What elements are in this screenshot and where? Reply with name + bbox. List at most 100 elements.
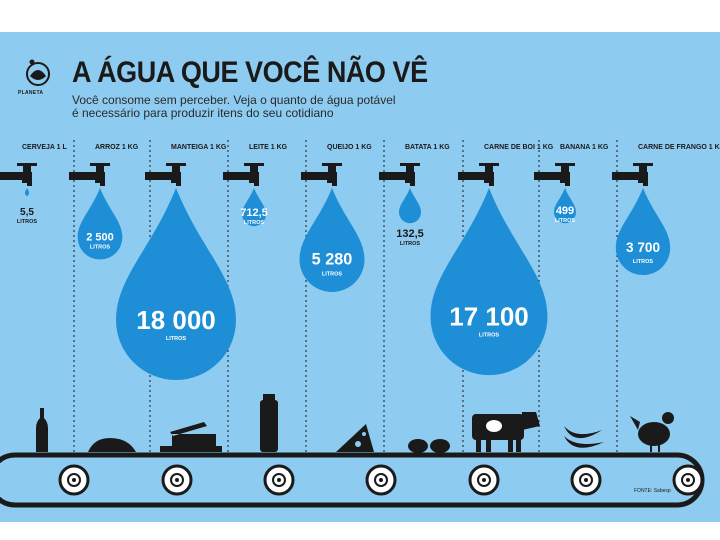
item-unit: LITROS bbox=[322, 271, 342, 277]
chicken-body bbox=[638, 422, 670, 446]
belt-wheel-axle bbox=[72, 478, 76, 482]
faucet-spout bbox=[95, 172, 105, 186]
chicken-icon bbox=[630, 412, 674, 452]
rice-icon bbox=[88, 438, 136, 452]
item-value: 5,5 bbox=[20, 207, 34, 218]
item-value: 18 000 bbox=[136, 305, 216, 335]
cow-head bbox=[522, 412, 540, 430]
cow-spot bbox=[486, 420, 502, 432]
water-drop bbox=[399, 188, 421, 224]
faucet-spout bbox=[638, 172, 648, 186]
faucet-body bbox=[301, 172, 331, 180]
faucet-handle bbox=[96, 164, 104, 172]
faucet-handle-bar bbox=[17, 163, 37, 166]
water-drop bbox=[242, 188, 266, 227]
page-title: A ÁGUA QUE VOCÊ NÃO VÊ bbox=[72, 56, 428, 89]
cow-leg bbox=[508, 438, 513, 452]
item-value: 712,5 bbox=[240, 207, 268, 219]
faucet-body bbox=[379, 172, 409, 180]
item-column-5: QUEIJO 1 KG 5 280 LITROS bbox=[299, 144, 372, 292]
faucet-body bbox=[0, 172, 26, 180]
milk-bottle-icon bbox=[260, 400, 278, 452]
item-unit: LITROS bbox=[479, 332, 499, 338]
faucet-handle bbox=[406, 164, 414, 172]
faucet-handle-bar bbox=[90, 163, 110, 166]
item-label: ARROZ 1 KG bbox=[95, 144, 139, 151]
faucet-spout bbox=[560, 172, 570, 186]
subtitle-line-2: é necessário para produzir itens do seu … bbox=[72, 106, 334, 120]
faucet-spout bbox=[22, 172, 32, 186]
chicken-head bbox=[662, 412, 674, 424]
belt-wheel-axle bbox=[175, 478, 179, 482]
belt-wheel-axle bbox=[584, 478, 588, 482]
bottle-icon bbox=[36, 408, 48, 452]
faucet-handle-bar bbox=[244, 163, 264, 166]
water-drop bbox=[299, 188, 365, 292]
faucet-body bbox=[145, 172, 175, 180]
item-label: LEITE 1 KG bbox=[249, 144, 288, 151]
item-label: CARNE DE BOI 1 KG bbox=[484, 144, 554, 151]
water-drop bbox=[77, 188, 123, 260]
faucet-handle-bar bbox=[166, 163, 186, 166]
belt-wheel-hub bbox=[67, 473, 81, 487]
faucet-body bbox=[612, 172, 642, 180]
product-icons bbox=[36, 394, 674, 453]
logo-text: PLANETA bbox=[18, 90, 44, 96]
planeta-logo-icon bbox=[26, 59, 50, 86]
belt-wheel-hub bbox=[374, 473, 388, 487]
potato-icon bbox=[408, 439, 428, 453]
faucet-handle-bar bbox=[633, 163, 653, 166]
cow-icon bbox=[472, 412, 540, 452]
belt-wheel-axle bbox=[277, 478, 281, 482]
item-label: CARNE DE FRANGO 1 KG bbox=[638, 144, 720, 151]
faucet-handle bbox=[328, 164, 336, 172]
water-drop bbox=[554, 188, 576, 224]
chicken-leg bbox=[658, 444, 660, 452]
item-label: QUEIJO 1 KG bbox=[327, 144, 372, 151]
item-value: 499 bbox=[556, 205, 574, 217]
faucet-spout bbox=[249, 172, 259, 186]
item-label: CERVEJA 1 L bbox=[22, 144, 67, 151]
item-unit: LITROS bbox=[633, 259, 653, 265]
faucet-body bbox=[69, 172, 99, 180]
banana-icon bbox=[564, 426, 604, 448]
potato-icon bbox=[430, 439, 450, 453]
cheese-hole bbox=[355, 441, 361, 447]
faucet-handle bbox=[561, 164, 569, 172]
item-value: 5 280 bbox=[312, 250, 353, 268]
item-unit: LITROS bbox=[90, 245, 110, 251]
water-drop bbox=[430, 188, 548, 376]
subtitle-line-1: Você consome sem perceber. Veja o quanto… bbox=[72, 93, 396, 107]
cheese-hole bbox=[362, 432, 366, 436]
source-credit: FONTE: Sabesp bbox=[634, 488, 671, 494]
faucet-handle bbox=[23, 164, 31, 172]
item-unit: LITROS bbox=[400, 241, 420, 247]
faucet-body bbox=[223, 172, 253, 180]
item-value: 17 100 bbox=[449, 301, 529, 331]
belt-wheel-hub bbox=[477, 473, 491, 487]
belt-wheel-axle bbox=[379, 478, 383, 482]
item-value: 132,5 bbox=[396, 228, 424, 240]
belt-wheel-hub bbox=[170, 473, 184, 487]
faucet-spout bbox=[327, 172, 337, 186]
faucet-spout bbox=[484, 172, 494, 186]
cow-leg bbox=[476, 438, 481, 452]
faucet-handle-bar bbox=[555, 163, 575, 166]
belt-wheel-axle bbox=[686, 478, 690, 482]
butter-icon bbox=[160, 422, 222, 452]
item-unit: LITROS bbox=[244, 220, 264, 226]
faucet-handle bbox=[639, 164, 647, 172]
faucet-body bbox=[458, 172, 488, 180]
water-drop bbox=[25, 188, 29, 196]
item-label: MANTEIGA 1 KG bbox=[171, 144, 227, 151]
faucet-handle-bar bbox=[400, 163, 420, 166]
faucet-handle bbox=[172, 164, 180, 172]
